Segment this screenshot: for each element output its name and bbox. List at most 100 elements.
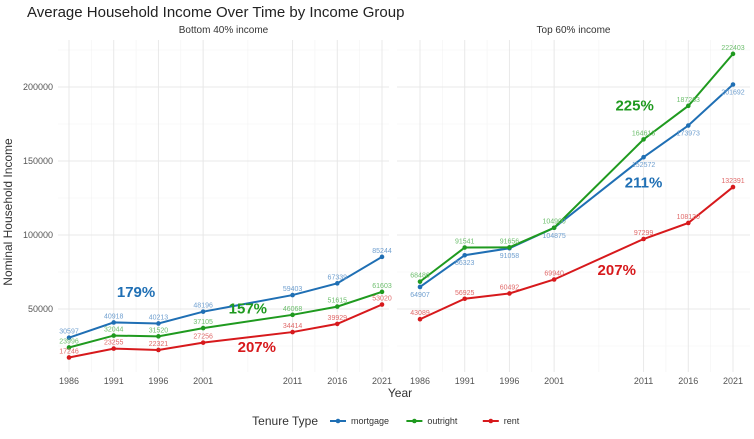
data-label-mortgage: 86323 [455, 260, 475, 267]
data-label-outright: 187263 [677, 97, 700, 104]
data-label-mortgage: 85244 [372, 248, 392, 255]
x-tick-label: 1996 [148, 376, 168, 386]
data-point-outright [156, 334, 161, 339]
data-label-rent: 69940 [544, 270, 564, 277]
growth-annotation-rent: 207% [598, 262, 636, 279]
series-line-mortgage [419, 83, 734, 288]
x-tick-label: 2011 [634, 376, 653, 386]
data-label-outright: 91656 [500, 238, 520, 245]
data-point-rent [156, 347, 161, 353]
data-label-outright: 61603 [372, 283, 392, 290]
x-tick-label: 1991 [104, 376, 124, 386]
x-tick-label: 2001 [193, 376, 213, 386]
y-tick-label: 200000 [23, 82, 53, 92]
y-tick-label: 150000 [23, 156, 53, 166]
data-point-rent [66, 355, 72, 360]
data-label-outright: 23996 [59, 338, 79, 345]
data-point-rent [379, 302, 385, 307]
data-point-mortgage [641, 154, 646, 160]
data-label-mortgage: 59403 [283, 286, 303, 293]
data-label-mortgage: 40918 [104, 313, 124, 320]
data-point-outright [551, 225, 557, 231]
data-point-mortgage [290, 292, 295, 298]
data-label-outright: 104900 [542, 219, 565, 226]
data-point-outright [730, 51, 736, 57]
data-label-outright: 46068 [283, 306, 303, 313]
data-point-mortgage [156, 321, 161, 326]
data-label-outright: 32044 [104, 327, 124, 334]
data-label-rent: 27256 [193, 334, 213, 341]
data-point-mortgage [200, 309, 206, 314]
x-tick-label: 2001 [544, 376, 564, 386]
data-label-rent: 53020 [372, 296, 392, 303]
data-point-outright [334, 304, 340, 309]
data-label-outright: 222403 [721, 45, 744, 52]
data-label-rent: 60492 [500, 284, 520, 291]
data-point-rent [462, 296, 468, 302]
data-label-rent: 132391 [721, 178, 744, 185]
legend-key-point-rent [488, 418, 494, 424]
data-label-rent: 22321 [149, 341, 169, 348]
legend-label-outright: outright [427, 416, 458, 426]
data-point-mortgage [66, 335, 72, 341]
legend-label-mortgage: mortgage [351, 416, 389, 426]
data-label-outright: 31520 [149, 327, 169, 334]
x-axis-label: Year [388, 386, 412, 400]
data-point-outright [379, 289, 385, 295]
data-label-rent: 39929 [328, 315, 348, 322]
growth-annotation-outright: 225% [615, 98, 653, 115]
y-tick-label: 50000 [28, 304, 53, 314]
data-point-outright [507, 245, 512, 250]
growth-annotation-outright: 157% [229, 300, 267, 317]
data-point-rent [685, 220, 691, 226]
data-label-rent: 43089 [410, 310, 430, 317]
data-point-rent [507, 291, 512, 296]
legend-key-point-outright [412, 418, 417, 424]
x-tick-label: 1986 [59, 376, 79, 386]
data-point-rent [417, 316, 423, 322]
x-tick-label: 2016 [327, 376, 347, 386]
x-tick-label: 2021 [723, 376, 743, 386]
data-label-rent: 23255 [104, 340, 124, 347]
data-point-outright [111, 333, 117, 338]
panel-title: Bottom 40% income [179, 25, 269, 36]
x-tick-label: 1991 [455, 376, 475, 386]
y-axis-label: Nominal Household Income [1, 138, 15, 286]
data-point-outright [66, 345, 72, 350]
data-label-outright: 37105 [193, 319, 213, 326]
data-point-mortgage [111, 320, 117, 325]
data-point-rent [111, 346, 117, 351]
x-tick-label: 2016 [678, 376, 698, 386]
data-point-outright [685, 103, 691, 109]
data-label-mortgage: 48196 [193, 303, 213, 310]
growth-annotation-rent: 207% [238, 339, 276, 356]
data-label-mortgage: 104875 [542, 233, 565, 240]
legend-label-rent: rent [504, 416, 520, 426]
data-point-outright [641, 137, 646, 142]
data-label-outright: 51615 [328, 298, 348, 305]
data-point-mortgage [417, 284, 423, 290]
data-point-rent [290, 329, 295, 335]
data-point-rent [551, 277, 557, 282]
data-label-rent: 56925 [455, 290, 475, 297]
data-label-mortgage: 67339 [328, 274, 348, 281]
data-point-rent [641, 236, 646, 242]
data-point-mortgage [379, 254, 385, 260]
data-point-mortgage [334, 281, 340, 286]
data-point-rent [334, 321, 340, 327]
data-label-outright: 68486 [410, 273, 430, 280]
x-tick-label: 2011 [283, 376, 302, 386]
data-label-mortgage: 64907 [410, 292, 430, 299]
data-point-mortgage [685, 123, 691, 128]
legend-key-point-mortgage [335, 418, 341, 424]
y-tick-label: 100000 [23, 230, 53, 240]
data-point-mortgage [730, 82, 736, 87]
chart-title: Average Household Income Over Time by In… [27, 4, 404, 21]
data-label-mortgage: 40213 [149, 314, 169, 321]
x-tick-label: 1986 [410, 376, 430, 386]
data-point-mortgage [462, 252, 468, 258]
data-label-outright: 91541 [455, 239, 475, 246]
data-label-rent: 97299 [634, 230, 654, 237]
